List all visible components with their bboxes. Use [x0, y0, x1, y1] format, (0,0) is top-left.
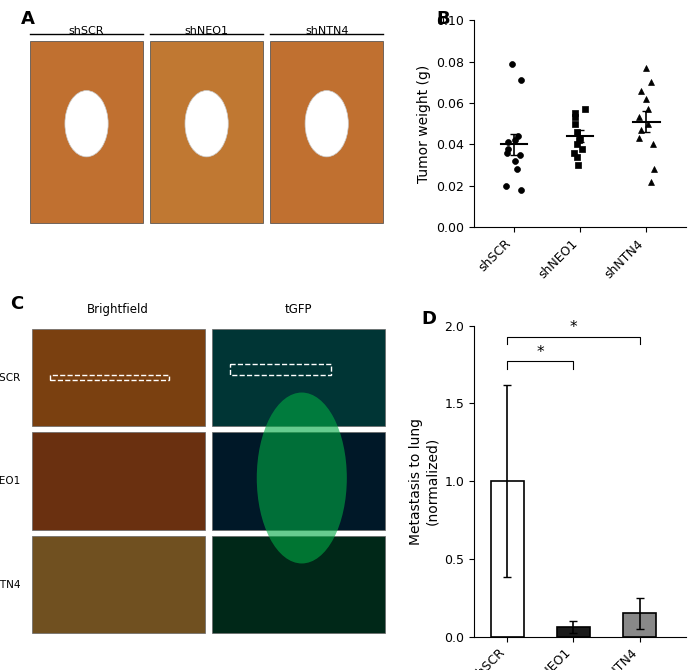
Point	[506, 58, 517, 69]
Bar	[230, 364, 330, 375]
Ellipse shape	[305, 90, 349, 157]
Bar	[623, 613, 656, 636]
Y-axis label: Metastasis to lung
(normalized): Metastasis to lung (normalized)	[409, 417, 439, 545]
Point	[571, 127, 582, 137]
Point	[641, 94, 652, 105]
Point	[512, 164, 523, 175]
Point	[642, 104, 653, 115]
Text: shSCR: shSCR	[0, 373, 21, 383]
Point	[512, 131, 523, 141]
Point	[575, 133, 586, 143]
Point	[510, 155, 521, 166]
Point	[500, 180, 512, 191]
Point	[510, 135, 521, 145]
Point	[576, 143, 587, 154]
Bar	[211, 329, 385, 426]
Bar	[491, 481, 524, 636]
Point	[514, 149, 525, 160]
Bar	[30, 41, 143, 223]
Text: C: C	[10, 295, 23, 313]
Ellipse shape	[257, 393, 346, 563]
Point	[636, 125, 647, 135]
Point	[634, 133, 645, 143]
Point	[569, 112, 580, 123]
Bar	[557, 627, 590, 636]
Text: A: A	[21, 10, 35, 27]
Text: shNEO1: shNEO1	[0, 476, 21, 486]
Bar	[150, 41, 263, 223]
Point	[501, 147, 512, 158]
Ellipse shape	[65, 90, 108, 157]
Point	[640, 62, 651, 73]
Bar	[211, 536, 385, 633]
Text: shNTN4: shNTN4	[305, 26, 349, 36]
Point	[571, 139, 582, 150]
Point	[645, 176, 657, 187]
Bar	[32, 432, 204, 530]
Point	[503, 137, 514, 147]
Text: *: *	[570, 320, 578, 335]
Point	[503, 143, 514, 154]
Bar	[270, 41, 384, 223]
Text: tGFP: tGFP	[284, 304, 312, 316]
Text: Brightfield: Brightfield	[87, 304, 149, 316]
Y-axis label: Tumor weight (g): Tumor weight (g)	[416, 64, 430, 183]
Point	[569, 119, 580, 129]
Bar	[32, 536, 204, 633]
Point	[636, 85, 647, 96]
Point	[573, 135, 584, 145]
Bar	[32, 329, 204, 426]
Point	[634, 112, 645, 123]
Text: *: *	[536, 345, 544, 360]
Text: shNTN4: shNTN4	[0, 580, 21, 590]
Bar	[50, 375, 169, 380]
Point	[648, 139, 659, 150]
Point	[516, 185, 527, 196]
Point	[648, 164, 659, 175]
Text: shSCR: shSCR	[69, 26, 104, 36]
Point	[570, 108, 581, 119]
Point	[580, 104, 591, 115]
Text: D: D	[421, 310, 436, 328]
Point	[645, 77, 657, 88]
Text: shNEO1: shNEO1	[185, 26, 229, 36]
Point	[515, 75, 526, 86]
Ellipse shape	[185, 90, 228, 157]
Point	[571, 151, 582, 162]
Text: B: B	[436, 10, 449, 27]
Point	[643, 119, 654, 129]
Point	[568, 147, 580, 158]
Point	[573, 159, 584, 170]
Bar	[211, 432, 385, 530]
